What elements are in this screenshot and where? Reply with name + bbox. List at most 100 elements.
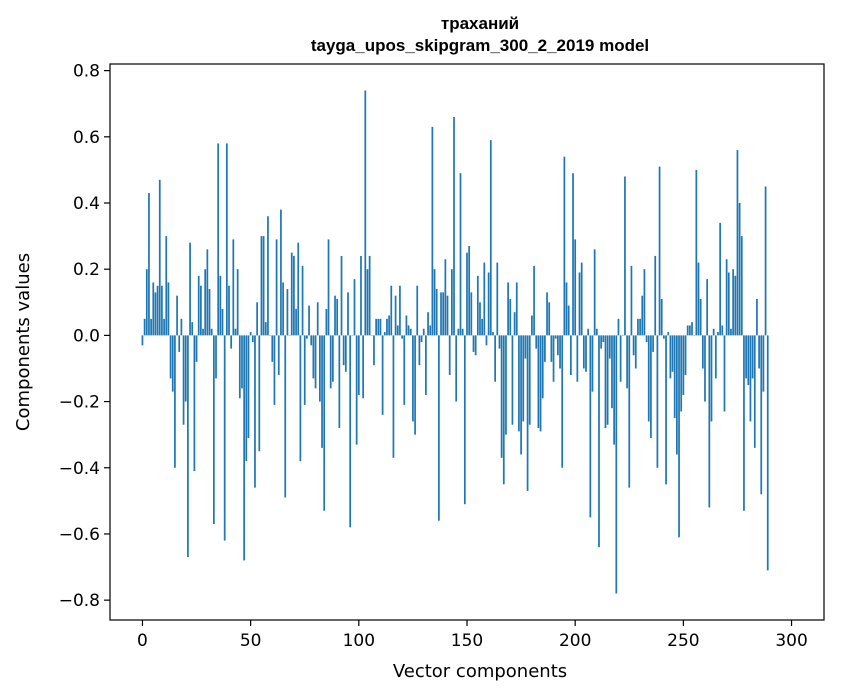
bar-component-262	[708, 335, 711, 508]
bar-component-224	[626, 335, 628, 389]
bar-component-256	[695, 169, 698, 336]
bar-component-227	[632, 335, 635, 356]
bar-component-234	[647, 335, 650, 422]
y-tick-label: 0.4	[73, 194, 100, 214]
bar-component-182	[535, 335, 538, 349]
bar-component-143	[450, 269, 453, 336]
bar-component-166	[500, 335, 503, 458]
bar-component-169	[507, 282, 509, 336]
bar-component-72	[297, 242, 300, 336]
bar-component-9	[161, 285, 163, 336]
bar-component-197	[567, 305, 570, 336]
bar-component-141	[446, 295, 449, 336]
bar-component-175	[520, 335, 522, 455]
bar-component-121	[403, 335, 406, 405]
bar-component-279	[745, 335, 747, 379]
y-tick-label: 0.2	[73, 260, 100, 280]
bar-component-0	[141, 335, 144, 346]
bar-component-71	[295, 308, 297, 336]
bar-component-105	[368, 255, 371, 336]
bar-component-162	[492, 332, 494, 336]
bar-component-246	[673, 335, 676, 419]
bar-component-144	[453, 116, 455, 336]
bar-component-63	[277, 335, 280, 376]
bar-component-251	[684, 335, 687, 376]
bar-component-41	[230, 335, 233, 349]
bar-component-50	[249, 332, 252, 336]
bar-component-126	[414, 335, 416, 435]
y-tick-label: 0.8	[73, 62, 100, 82]
bar-component-215	[606, 335, 609, 425]
bar-component-164	[496, 262, 499, 336]
bar-component-233	[645, 335, 648, 342]
bar-component-287	[762, 335, 765, 392]
bar-component-198	[569, 335, 572, 376]
bar-component-111	[381, 335, 384, 415]
bar-component-17	[178, 335, 181, 352]
bar-component-158	[483, 262, 486, 336]
bar-component-247	[676, 335, 678, 455]
bar-component-21	[187, 335, 189, 558]
bar-component-183	[537, 335, 540, 429]
bar-component-70	[293, 255, 295, 336]
bar-component-5	[152, 282, 155, 336]
bar-component-79	[312, 335, 315, 379]
y-tick-label: −0.6	[59, 525, 100, 545]
bar-component-261	[706, 279, 709, 336]
bar-series	[141, 90, 769, 594]
bar-component-153	[472, 335, 475, 352]
y-tick-label: −0.4	[59, 459, 100, 479]
bar-component-103	[364, 90, 367, 336]
x-tick-label: 250	[667, 631, 699, 651]
bar-component-62	[275, 239, 278, 336]
bar-component-129	[420, 335, 423, 342]
bar-component-45	[238, 335, 241, 399]
bar-component-10	[163, 318, 165, 336]
bar-component-221	[619, 335, 622, 382]
bar-component-119	[399, 285, 401, 336]
bar-component-14	[171, 335, 174, 392]
bar-component-250	[682, 335, 685, 395]
bar-component-273	[732, 269, 734, 336]
bar-component-107	[373, 335, 375, 366]
bar-component-19	[182, 335, 185, 425]
bar-component-27	[200, 285, 202, 336]
bar-component-58	[267, 216, 269, 336]
bar-component-36	[219, 275, 222, 336]
bar-component-92	[340, 255, 343, 336]
bar-component-257	[697, 262, 700, 336]
bar-component-20	[184, 335, 187, 402]
bar-component-200	[574, 239, 577, 336]
bar-component-288	[764, 186, 767, 336]
bar-component-67	[286, 289, 289, 336]
bar-component-231	[641, 295, 644, 336]
bar-component-117	[394, 295, 397, 336]
bar-component-55	[260, 236, 263, 336]
bar-component-274	[734, 275, 737, 336]
bar-component-220	[617, 318, 620, 336]
bar-component-85	[325, 308, 328, 336]
y-axis-label: Components values	[13, 253, 34, 431]
bar-component-185	[541, 335, 544, 399]
bar-component-84	[323, 335, 326, 511]
bar-component-53	[256, 302, 258, 336]
bar-component-208	[591, 335, 594, 392]
bar-component-86	[327, 239, 330, 336]
bar-component-29	[204, 269, 207, 336]
bar-component-32	[210, 328, 213, 336]
bar-component-133	[429, 325, 432, 336]
bar-component-223	[624, 176, 626, 336]
bar-component-193	[559, 335, 561, 369]
y-axis-ticks: −0.8 −0.6 −0.4 −0.2 0.0 0.2 0.4 0.6 0.8	[59, 62, 110, 611]
bar-component-254	[691, 322, 693, 336]
bar-component-81	[316, 302, 319, 336]
bar-component-252	[686, 325, 689, 336]
bar-component-170	[509, 298, 512, 336]
bar-component-259	[701, 335, 704, 369]
bar-component-18	[180, 318, 183, 336]
bar-component-174	[518, 335, 520, 432]
bar-component-272	[730, 328, 732, 336]
bar-component-284	[756, 298, 758, 336]
bar-component-95	[347, 292, 349, 336]
bar-component-34	[215, 335, 217, 379]
